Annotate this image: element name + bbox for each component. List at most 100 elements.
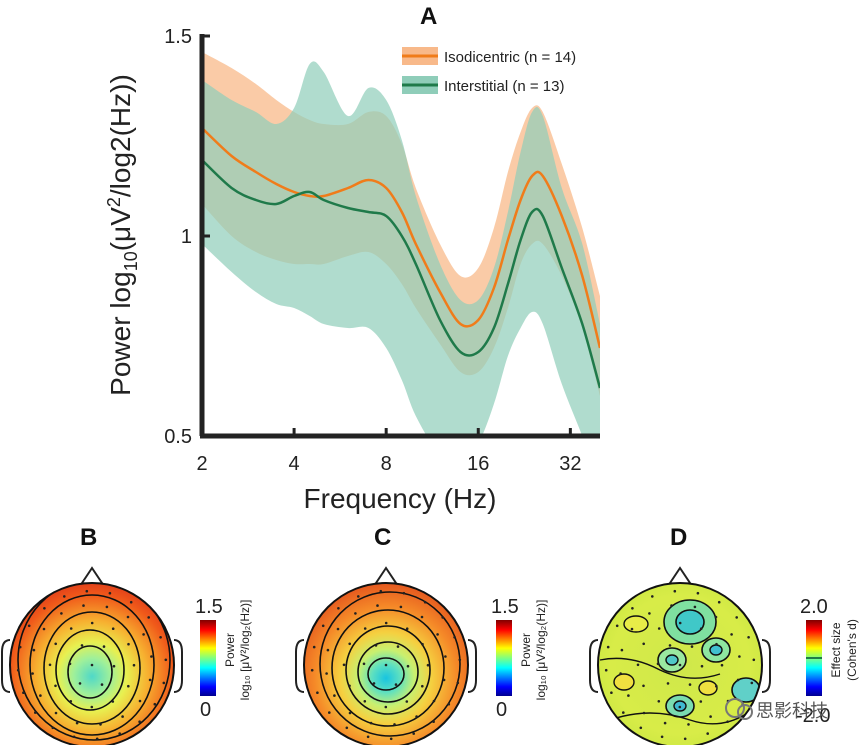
electrode-dot (54, 642, 57, 646)
electrode-dot (34, 711, 37, 714)
electrode-dot (688, 683, 692, 686)
electrode-dot (105, 605, 109, 609)
y-axis-title: Power log10(μV2/log2(Hz)) (104, 74, 141, 396)
electrode-dot (362, 662, 366, 666)
electrodes (310, 589, 462, 741)
electrode-dot (752, 658, 756, 662)
electrode-dot (396, 645, 400, 648)
electrode-dot (720, 663, 724, 667)
electrode-dot (699, 700, 703, 703)
electrode-dot (639, 726, 643, 730)
electrode-dot (72, 735, 76, 739)
electrode-dot (132, 663, 136, 667)
effect-blobs (599, 599, 761, 725)
electrode-dot (399, 605, 403, 609)
electrode-dot (69, 627, 73, 630)
electrode-dot (750, 681, 754, 685)
electrode-dot (620, 648, 624, 652)
electrode-dot (693, 605, 697, 609)
electrode-dot (384, 663, 388, 667)
colorbar (496, 620, 512, 696)
electrode-dot (420, 615, 424, 619)
electrode-dot (162, 681, 166, 685)
electrode-dot (326, 648, 330, 652)
electrode-dot (42, 627, 46, 631)
electrode-dot (333, 694, 336, 697)
contour-lines (17, 583, 171, 741)
electrode-dot (606, 645, 610, 649)
electrode-dot (348, 642, 352, 646)
colorbar-max-label: 1.5 (491, 596, 519, 618)
electrode-dot (406, 664, 410, 668)
electrode-dot (700, 664, 704, 668)
electrode-dot (642, 711, 646, 715)
electrode-dot (372, 682, 376, 685)
electrode-dot (615, 624, 619, 628)
electrode-dot (348, 711, 352, 715)
electrode-dot (100, 683, 104, 686)
left-ear-icon (295, 639, 305, 693)
colorbar-min-label: 0 (200, 699, 211, 721)
electrode-dot (325, 672, 328, 675)
electrode-dot (90, 705, 94, 709)
panel-letter-c: C (374, 524, 391, 551)
colorbar-title: Power (223, 633, 237, 667)
colorbar-title: Power (519, 633, 533, 667)
electrode-dot (363, 700, 367, 703)
electrode-dot (69, 700, 73, 703)
electrode-dot (735, 616, 738, 619)
legend: Isodicentric (n = 14) Interstitial (n = … (402, 47, 576, 95)
electrode-dot (631, 607, 634, 610)
y-tick-label: 1.5 (164, 26, 192, 48)
electrode-dot (80, 644, 84, 647)
y-axis-title-sub: 10 (121, 251, 141, 271)
y-axis-title-main: Power log (105, 271, 136, 396)
right-ear-icon (761, 639, 771, 693)
electrode-dot (369, 721, 373, 725)
electrode-dot (148, 678, 152, 682)
electrode-dot (363, 627, 367, 630)
electrode-dot (43, 607, 46, 610)
electrode-dot (678, 621, 682, 625)
electrode-dot (75, 721, 79, 725)
electrode-dot (150, 655, 153, 658)
electrode-dot (345, 726, 349, 730)
electrode-dot (18, 645, 22, 649)
electrode-dot (384, 621, 388, 625)
electrode-dot (648, 612, 651, 615)
electrode-dot (668, 644, 672, 647)
panel-letter-d: D (670, 524, 687, 551)
electrode-dot (436, 633, 439, 636)
electrode-dot (54, 711, 58, 715)
electrode-dot (421, 642, 424, 646)
electrode-dot (328, 711, 331, 714)
electrode-dot (22, 691, 25, 694)
electrode-dot (441, 616, 445, 619)
colorbar-max-label: 1.5 (195, 596, 223, 618)
electrode-dot (442, 678, 446, 682)
electrode-dot (337, 607, 340, 610)
electrode-dot (714, 615, 718, 619)
electrode-dot (642, 684, 645, 688)
electrode-dot (336, 627, 340, 631)
y-tick-label: 0.5 (164, 426, 192, 448)
electrode-dot (393, 723, 396, 726)
electrode-dot (316, 691, 319, 694)
electrode-dot (651, 595, 654, 598)
electrode-dot (726, 720, 729, 723)
electrode-dot (402, 591, 406, 595)
colorbar-unit: (Cohen's d) (845, 619, 859, 681)
watermark-logo-icon (725, 698, 745, 718)
electrode-dot (90, 621, 94, 625)
legend-label-isodicentric: Isodicentric (n = 14) (444, 49, 576, 66)
electrode-dot (31, 672, 34, 675)
colorbar (200, 620, 216, 696)
right-ear-icon (467, 639, 477, 693)
right-ear-icon (173, 639, 183, 693)
x-axis-title: Frequency (Hz) (304, 483, 497, 514)
electrode-dot (394, 683, 398, 686)
panel-c-topomap: C 1.5 0 Power log₁₀ [μV²/log₂(Hz)] (295, 524, 548, 745)
panel-a-line-chart: A 2 4 8 16 32 0.5 1 1.5 Frequency (Hz) Power l… (104, 3, 600, 514)
electrode-dot (60, 612, 63, 615)
